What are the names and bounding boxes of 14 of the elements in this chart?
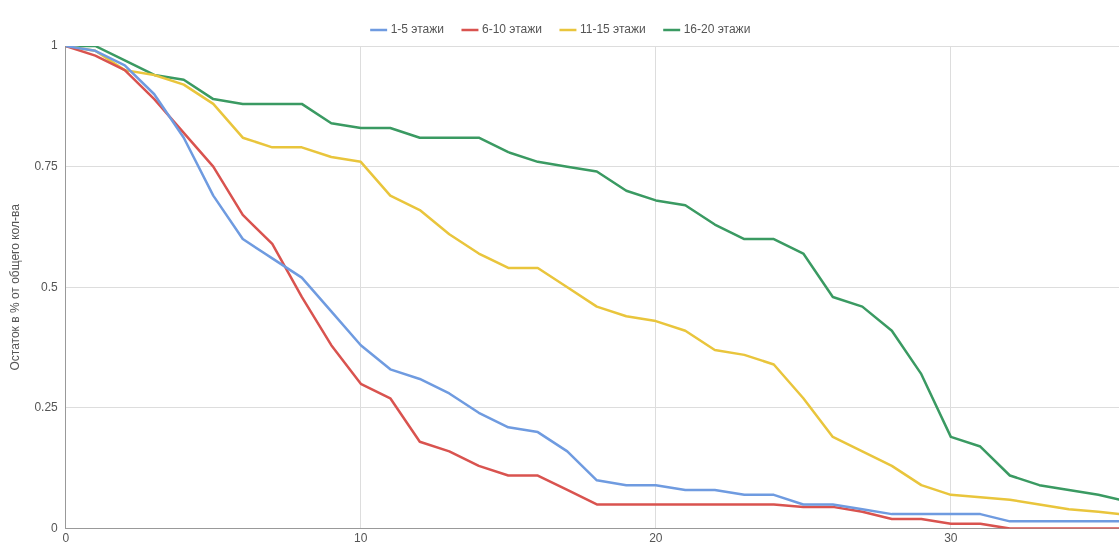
y-tick-label: 0 [51,520,59,535]
legend-label: 1-5 этажи [390,22,444,37]
legend-label: 6-10 этажи [481,22,542,37]
y-tick-label: 0.5 [41,279,59,294]
y-tick-label: 1 [51,38,59,53]
x-tick-label: 20 [649,531,663,546]
y-axis-title: Остаток в % от общего кол-ва [7,203,22,371]
y-tick-label: 0.25 [34,400,59,415]
y-tick-label: 0.75 [34,158,59,173]
x-tick-label: 30 [944,531,958,546]
x-tick-label: 10 [354,531,368,546]
x-tick-label: 0 [62,531,70,546]
legend-label: 16-20 этажи [683,22,751,37]
legend-label: 11-15 этажи [579,22,646,37]
